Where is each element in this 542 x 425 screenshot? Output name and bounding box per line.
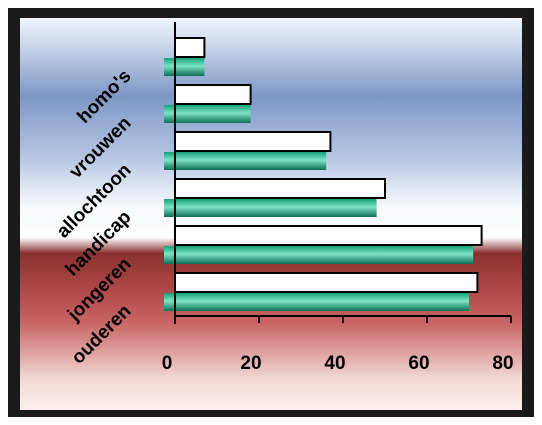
bar-series-2-1 [164,246,474,264]
bar-series-1-2 [174,178,386,199]
x-tick-label-4: 80 [492,353,513,374]
x-tick-label-3: 60 [408,353,429,374]
bar-series-1-0 [174,272,479,293]
bar-series-2-2 [164,199,377,217]
x-tick-label-1: 20 [240,353,261,374]
bar-series-2-5 [164,58,205,76]
bar-series-1-1 [174,225,483,246]
x-tick-label-0: 0 [162,353,173,374]
x-tick-label-2: 40 [324,353,345,374]
bar-series-1-4 [174,84,252,105]
bar-series-1-3 [174,131,332,152]
bar-series-2-0 [164,293,469,311]
bar-series-2-3 [164,152,327,170]
bar-series-1-5 [174,37,206,58]
bar-series-2-4 [164,105,251,123]
